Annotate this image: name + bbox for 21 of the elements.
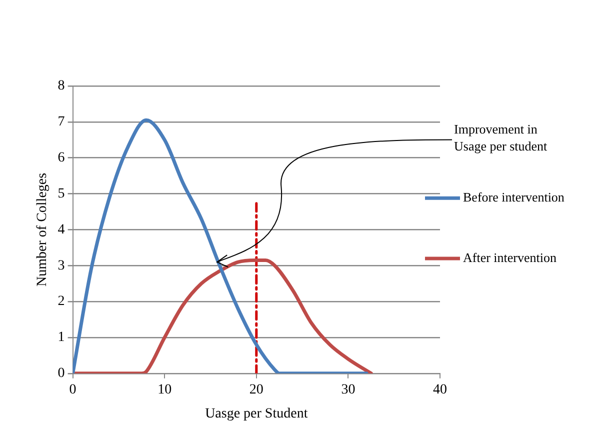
y-tick-label: 4 bbox=[58, 222, 65, 238]
line-series bbox=[72, 258, 373, 374]
y-tick-label: 2 bbox=[58, 294, 65, 310]
y-axis-title: Number of Colleges bbox=[35, 172, 50, 286]
x-tick-label: 10 bbox=[158, 382, 172, 398]
y-tick-label: 8 bbox=[58, 78, 65, 94]
y-tick-label: 5 bbox=[58, 186, 65, 202]
legend-label: After intervention bbox=[463, 250, 557, 265]
x-tick-label: 20 bbox=[249, 382, 264, 398]
y-tick-label: 0 bbox=[58, 366, 65, 382]
y-tick-label: 3 bbox=[58, 258, 65, 274]
x-tick-label: 40 bbox=[433, 382, 447, 398]
line-series bbox=[72, 118, 368, 374]
x-tick-label: 0 bbox=[69, 382, 76, 398]
legend-label: Before intervention bbox=[463, 190, 565, 205]
y-tick-label: 7 bbox=[58, 114, 65, 130]
x-axis-title: Uasge per Student bbox=[205, 406, 308, 422]
annotation: Improvement in Usage per student bbox=[454, 122, 548, 154]
y-tick-label: 1 bbox=[58, 330, 65, 346]
y-tick-label: 6 bbox=[58, 150, 65, 166]
x-tick-label: 30 bbox=[341, 382, 356, 398]
